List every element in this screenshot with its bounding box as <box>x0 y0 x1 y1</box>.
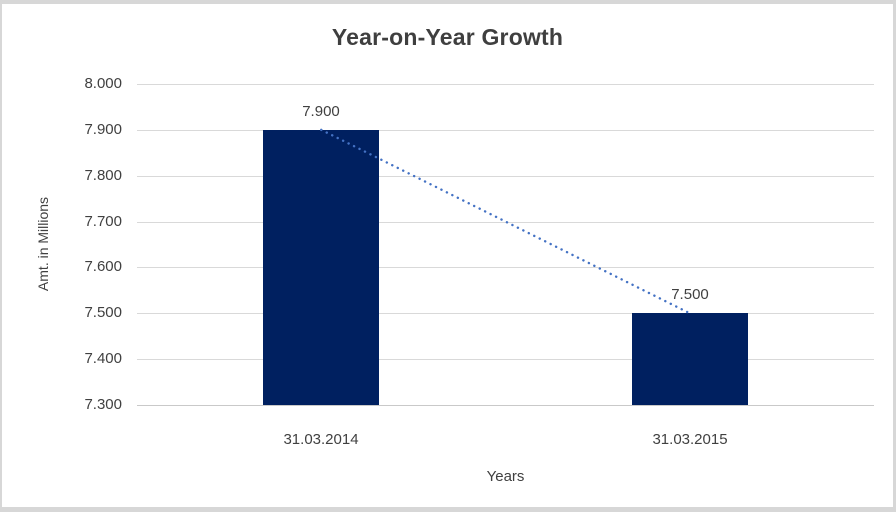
gridline <box>137 222 874 223</box>
gridline <box>137 130 874 131</box>
data-label: 7.500 <box>671 286 709 303</box>
y-tick-label: 7.900 <box>84 121 122 138</box>
y-tick-label: 7.800 <box>84 167 122 184</box>
y-axis-tick-labels: 8.000 7.900 7.800 7.700 7.600 7.500 7.400 7.300 <box>22 75 122 413</box>
y-tick-label: 7.700 <box>84 213 122 230</box>
y-tick-label: 7.400 <box>84 350 122 367</box>
y-tick-label: 8.000 <box>84 75 122 92</box>
bar-31.03.2015 <box>632 313 748 405</box>
plot-area: 7.900 7.500 <box>137 84 874 406</box>
gridline <box>137 176 874 177</box>
data-label: 7.900 <box>302 103 340 120</box>
y-tick-label: 7.600 <box>84 258 122 275</box>
chart-title: Year-on-Year Growth <box>331 24 564 50</box>
bar-31.03.2014 <box>263 130 379 405</box>
gridline <box>137 359 874 360</box>
x-axis-title: Years <box>486 468 525 485</box>
x-tick-label: 31.03.2014 <box>283 431 359 448</box>
x-axis-tick-labels: 31.03.2014 31.03.2015 <box>137 430 874 450</box>
y-tick-label: 7.500 <box>84 304 122 321</box>
x-tick-label: 31.03.2015 <box>652 431 728 448</box>
gridline <box>137 313 874 314</box>
trendline <box>320 128 691 315</box>
x-axis-line <box>137 405 874 406</box>
y-tick-label: 7.300 <box>84 396 122 413</box>
gridline <box>137 267 874 268</box>
gridline <box>137 84 874 85</box>
